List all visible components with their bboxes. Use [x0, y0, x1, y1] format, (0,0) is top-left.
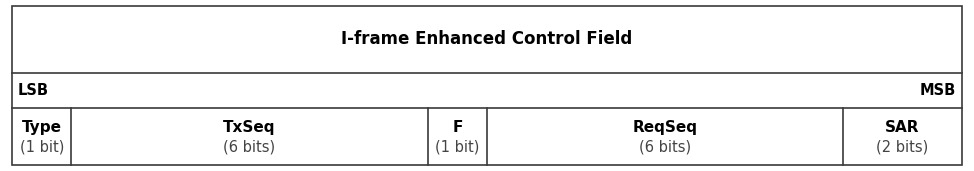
Text: MSB: MSB — [919, 83, 956, 98]
Text: (1 bit): (1 bit) — [435, 139, 479, 154]
Text: F: F — [452, 120, 463, 135]
Text: (2 bits): (2 bits) — [877, 139, 929, 154]
Text: TxSeq: TxSeq — [223, 120, 276, 135]
Text: (1 bit): (1 bit) — [19, 139, 64, 154]
Text: Type: Type — [21, 120, 61, 135]
Text: ReqSeq: ReqSeq — [633, 120, 697, 135]
Text: (6 bits): (6 bits) — [639, 139, 692, 154]
Text: (6 bits): (6 bits) — [223, 139, 276, 154]
Text: LSB: LSB — [18, 83, 49, 98]
Text: SAR: SAR — [885, 120, 919, 135]
Text: I-frame Enhanced Control Field: I-frame Enhanced Control Field — [341, 30, 633, 48]
